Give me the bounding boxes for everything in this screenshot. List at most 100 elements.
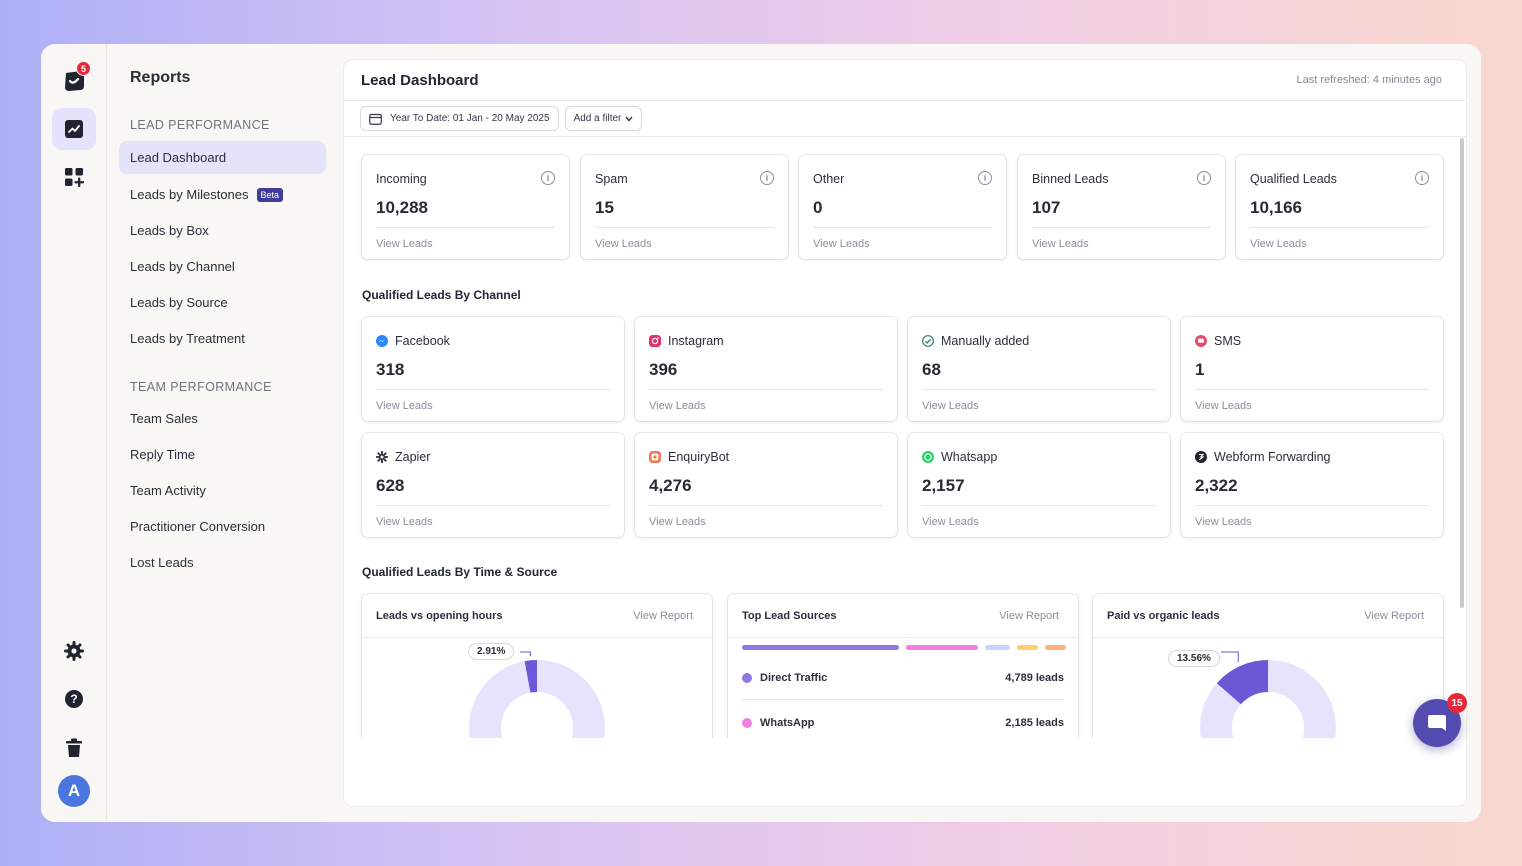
- channel-card-sms: SMS 1 View Leads: [1181, 317, 1443, 421]
- notification-badge: 5: [76, 61, 91, 76]
- view-leads-link[interactable]: View Leads: [1195, 516, 1252, 528]
- apps-nav-button[interactable]: [52, 156, 96, 198]
- source-bar-segment: [906, 645, 978, 650]
- source-count: 4,789 leads: [1005, 671, 1064, 684]
- date-range-filter[interactable]: Year To Date: 01 Jan - 20 May 2025: [360, 106, 559, 131]
- card-value: 2,322: [1195, 476, 1238, 495]
- card-header: Paid vs organic leads View Report: [1093, 594, 1443, 638]
- card-title: Paid vs organic leads: [1107, 609, 1220, 622]
- channel-name: Instagram: [668, 334, 724, 348]
- percent-label: 13.56%: [1168, 650, 1220, 667]
- zapier-icon: [376, 451, 388, 463]
- source-name: Direct Traffic: [760, 671, 828, 684]
- info-icon[interactable]: i: [541, 171, 555, 185]
- logo-icon: [65, 71, 84, 91]
- sidebar-item-leads-by-source[interactable]: Leads by Source: [119, 286, 326, 319]
- channel-card-manually-added: Manually added 68 View Leads: [908, 317, 1170, 421]
- card-value: 10,288: [376, 198, 428, 217]
- donut-leader-line: [520, 651, 531, 657]
- settings-button[interactable]: [52, 630, 96, 672]
- sidebar-item-leads-by-milestones[interactable]: Leads by Milestones Beta: [119, 178, 326, 211]
- svg-text:?: ?: [70, 692, 77, 706]
- view-leads-link[interactable]: View Leads: [595, 238, 652, 250]
- check-circle-icon: [922, 335, 934, 347]
- view-leads-link[interactable]: View Leads: [1195, 400, 1252, 412]
- legend-dot: [742, 718, 752, 728]
- sidebar-item-practitioner-conversion[interactable]: Practitioner Conversion: [119, 510, 326, 543]
- view-report-link[interactable]: View Report: [1364, 609, 1424, 622]
- donut-segment: [524, 660, 537, 693]
- source-share-bar: [742, 645, 1066, 650]
- sidebar-item-label: Leads by Box: [130, 223, 209, 238]
- view-leads-link[interactable]: View Leads: [649, 516, 706, 528]
- info-icon[interactable]: i: [978, 171, 992, 185]
- sidebar-item-label: Reply Time: [130, 447, 196, 462]
- app-logo[interactable]: 5: [52, 60, 96, 102]
- view-report-link[interactable]: View Report: [633, 609, 693, 622]
- trash-button[interactable]: [52, 727, 96, 769]
- reports-nav-button[interactable]: [52, 108, 96, 150]
- scrollbar[interactable]: [1460, 138, 1464, 608]
- view-report-link[interactable]: View Report: [999, 609, 1059, 622]
- add-filter-dropdown[interactable]: Add a filter: [564, 106, 643, 131]
- divider: [813, 227, 992, 228]
- source-bar-segment: [742, 645, 899, 650]
- channel-card-whatsapp: Whatsapp 2,157 View Leads: [908, 433, 1170, 537]
- donut-segment: [1216, 660, 1268, 705]
- view-leads-link[interactable]: View Leads: [1250, 238, 1307, 250]
- card-label: Binned Leads: [1032, 172, 1109, 186]
- sidebar-item-leads-by-treatment[interactable]: Leads by Treatment: [119, 322, 326, 355]
- source-bar-segment: [985, 645, 1010, 650]
- help-icon: ?: [65, 690, 83, 708]
- view-leads-link[interactable]: View Leads: [376, 516, 433, 528]
- help-button[interactable]: ?: [52, 678, 96, 720]
- chat-launcher-button[interactable]: 15: [1413, 693, 1467, 747]
- sidebar-item-label: Team Activity: [130, 483, 206, 498]
- source-row: Direct Traffic 4,789 leads: [742, 656, 1064, 700]
- sidebar-item-leads-by-channel[interactable]: Leads by Channel: [119, 250, 326, 283]
- app-window: 5: [41, 44, 1481, 822]
- channel-name: SMS: [1214, 334, 1242, 348]
- card-value: 2,157: [922, 476, 965, 495]
- source-bar-segment: [1017, 645, 1038, 650]
- sidebar-item-label: Team Sales: [130, 411, 198, 426]
- card-label: Zapier: [376, 450, 430, 464]
- card-value: 1: [1195, 360, 1205, 379]
- sidebar-item-lead-dashboard[interactable]: Lead Dashboard: [119, 141, 326, 174]
- sidebar-item-leads-by-box[interactable]: Leads by Box: [119, 214, 326, 247]
- user-avatar[interactable]: A: [58, 775, 90, 807]
- sidebar-item-team-sales[interactable]: Team Sales: [119, 402, 326, 435]
- whatsapp-icon: [922, 451, 934, 463]
- card-label: EnquiryBot: [649, 450, 729, 464]
- sidebar-item-label: Lost Leads: [130, 555, 194, 570]
- divider: [649, 389, 883, 390]
- card-header: Leads vs opening hours View Report: [362, 594, 712, 638]
- view-leads-link[interactable]: View Leads: [813, 238, 870, 250]
- view-leads-link[interactable]: View Leads: [922, 516, 979, 528]
- info-icon[interactable]: i: [760, 171, 774, 185]
- view-leads-link[interactable]: View Leads: [376, 400, 433, 412]
- sidebar-item-team-activity[interactable]: Team Activity: [119, 474, 326, 507]
- sms-icon: [1195, 335, 1207, 347]
- sidebar-item-lost-leads[interactable]: Lost Leads: [119, 546, 326, 579]
- divider: [922, 389, 1156, 390]
- divider: [595, 227, 774, 228]
- dashboard-content: Incoming i 10,288 View Leads Spam i 15 V…: [344, 138, 1460, 774]
- summary-card-other: Other i 0 View Leads: [799, 155, 1006, 259]
- view-leads-link[interactable]: View Leads: [649, 400, 706, 412]
- view-leads-link[interactable]: View Leads: [376, 238, 433, 250]
- view-leads-link[interactable]: View Leads: [922, 400, 979, 412]
- summary-card-spam: Spam i 15 View Leads: [581, 155, 788, 259]
- divider: [649, 505, 883, 506]
- icon-rail: 5: [41, 44, 107, 822]
- channel-card-facebook: Facebook 318 View Leads: [362, 317, 624, 421]
- card-value: 10,166: [1250, 198, 1302, 217]
- view-leads-link[interactable]: View Leads: [1032, 238, 1089, 250]
- section-title-time-source: Qualified Leads By Time & Source: [362, 565, 558, 579]
- divider: [1250, 227, 1429, 228]
- card-value: 396: [649, 360, 678, 379]
- card-label: Incoming: [376, 172, 427, 186]
- sidebar-item-reply-time[interactable]: Reply Time: [119, 438, 326, 471]
- info-icon[interactable]: i: [1415, 171, 1429, 185]
- info-icon[interactable]: i: [1197, 171, 1211, 185]
